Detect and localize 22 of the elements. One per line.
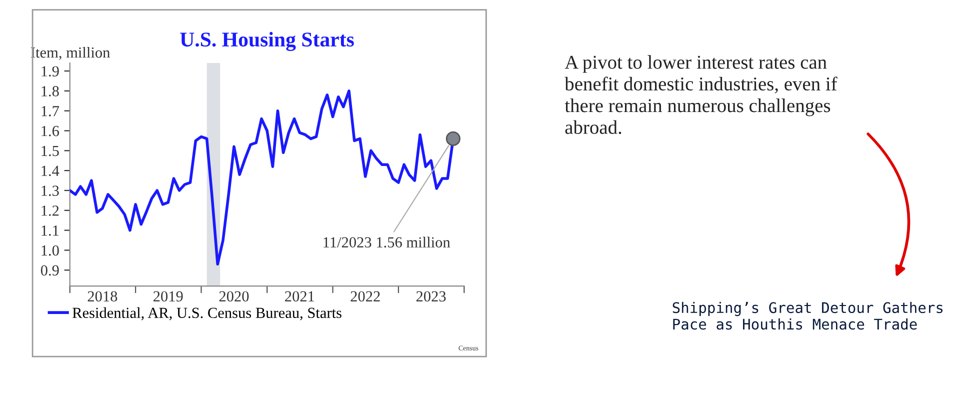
y-tick-label: 1.4 — [42, 166, 60, 176]
chart-title: U.S. Housing Starts — [180, 32, 354, 51]
x-tick-label: 2018 — [88, 291, 118, 302]
y-tick-label: 1.1 — [42, 226, 59, 236]
y-tick-label: 1.8 — [42, 86, 59, 96]
text: Shipping’s Great Detour Gathers Pace as Houthis Menace Trade — [672, 302, 943, 330]
y-tick-label: 1.6 — [42, 126, 59, 136]
y-tick-label: 1.7 — [42, 106, 60, 116]
y-tick-label: 1.2 — [42, 206, 59, 216]
x-tick-label: 2022 — [350, 291, 380, 302]
x-tick-label: 2023 — [416, 291, 446, 302]
y-tick-label: 1.3 — [42, 186, 59, 196]
y-tick-label: 1.9 — [42, 66, 59, 77]
y-tick-label: 0.9 — [40, 265, 59, 276]
text: A pivot to lower interest rates can benefit domestic industries, even if there remain numerous challenges abroad. — [564, 55, 838, 134]
y-tick-label: 1.0 — [42, 245, 59, 256]
legend-label: Residential, AR, U.S. Census Bureau, Starts — [72, 307, 342, 320]
y-tick-label: 1.5 — [42, 146, 59, 156]
annotation: 11/2023 1.56 million — [324, 236, 450, 248]
x-tick-label: 2019 — [154, 291, 183, 302]
x-tick-label: 2021 — [285, 291, 314, 302]
x-tick-label: 2020 — [219, 291, 249, 302]
